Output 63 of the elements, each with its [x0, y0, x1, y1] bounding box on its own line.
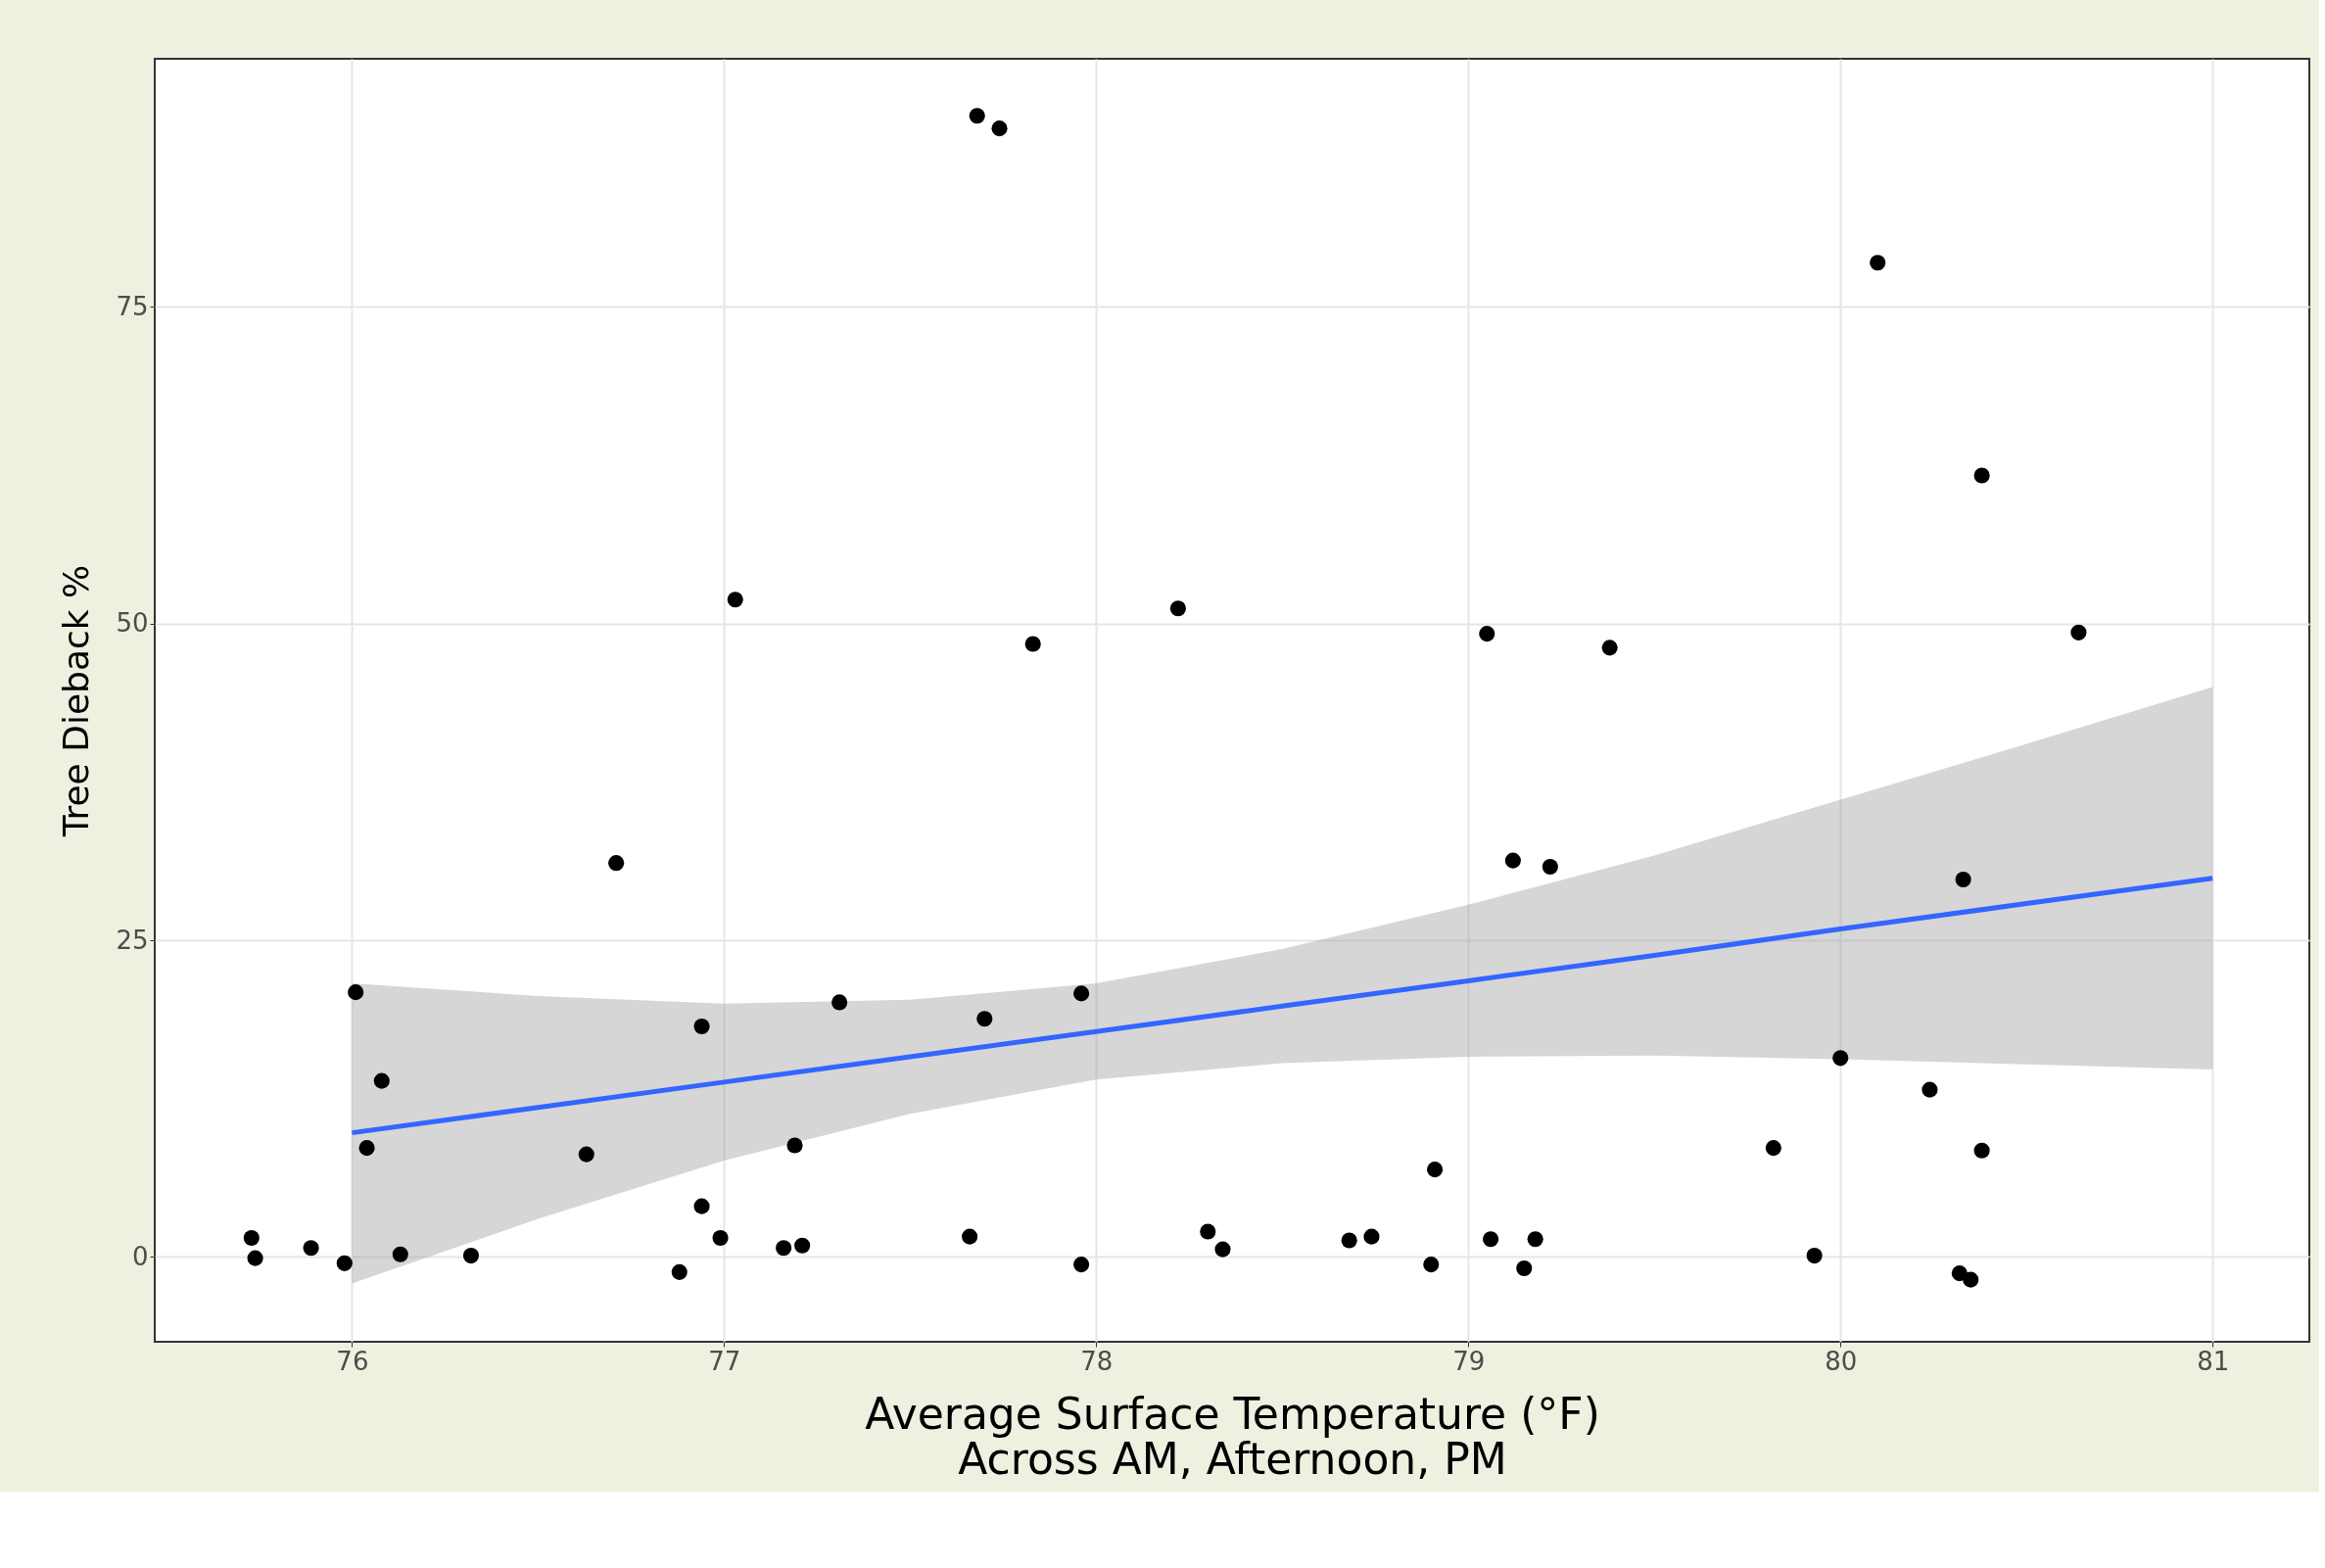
y-tick-label: 0: [131, 1241, 149, 1271]
point: [1423, 1257, 1440, 1273]
y-tick-label: 50: [116, 608, 149, 639]
point: [1973, 467, 1990, 484]
point: [712, 1229, 729, 1246]
point: [1527, 1231, 1543, 1248]
point: [462, 1248, 480, 1264]
point: [1479, 626, 1495, 642]
point: [831, 994, 848, 1011]
point: [671, 1263, 688, 1280]
point: [373, 1072, 390, 1089]
point: [1765, 1140, 1781, 1157]
point: [336, 1255, 353, 1271]
point: [1073, 1257, 1090, 1273]
y-tick-label: 75: [116, 291, 149, 321]
point: [1024, 636, 1041, 652]
point: [578, 1146, 594, 1163]
point: [303, 1240, 319, 1257]
point: [794, 1237, 811, 1254]
point: [969, 108, 985, 124]
x-tick-label: 77: [708, 1346, 741, 1376]
point: [243, 1229, 260, 1246]
point: [1955, 871, 1971, 888]
point: [392, 1246, 408, 1262]
point: [1169, 600, 1186, 617]
point: [1214, 1241, 1231, 1258]
point: [776, 1240, 792, 1257]
x-axis-title: Average Surface Temperature (°F) Across AM, Afternoon, PM: [865, 1388, 1600, 1484]
point: [991, 120, 1008, 137]
point: [608, 855, 625, 872]
point: [786, 1137, 803, 1154]
point: [1832, 1050, 1849, 1067]
x-tick-label: 78: [1080, 1346, 1114, 1376]
point: [1504, 852, 1521, 869]
point: [1601, 640, 1618, 656]
point: [693, 1198, 710, 1214]
point: [727, 592, 743, 608]
x-tick-label: 76: [336, 1346, 369, 1376]
x-tick-label: 81: [2197, 1346, 2230, 1376]
point: [1363, 1228, 1380, 1245]
point: [1341, 1232, 1357, 1249]
point: [2070, 624, 2087, 641]
point: [1973, 1142, 1990, 1159]
point: [358, 1140, 375, 1157]
point: [1963, 1271, 1979, 1288]
x-tick-label: 80: [1825, 1346, 1858, 1376]
point: [1806, 1248, 1823, 1264]
x-tick-label: 79: [1452, 1346, 1486, 1376]
point: [1073, 985, 1090, 1002]
point: [1922, 1081, 1938, 1098]
point: [1200, 1223, 1216, 1240]
point: [1516, 1259, 1533, 1277]
point: [247, 1250, 263, 1266]
point: [1870, 255, 1886, 271]
point: [693, 1018, 710, 1035]
point: [1542, 859, 1558, 876]
point: [1427, 1162, 1444, 1178]
y-tick-label: 25: [116, 925, 149, 955]
y-axis-title: Tree Dieback %: [56, 564, 97, 838]
point: [348, 984, 364, 1001]
point: [962, 1228, 978, 1245]
point: [1483, 1231, 1499, 1248]
point: [976, 1011, 993, 1027]
